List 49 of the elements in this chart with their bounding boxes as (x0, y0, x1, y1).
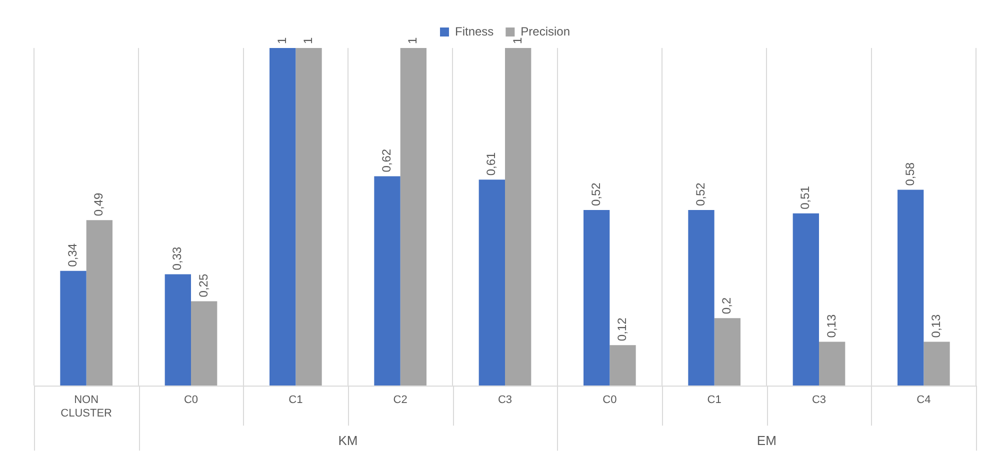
data-label: 0,52 (694, 182, 708, 206)
bar (191, 301, 218, 386)
bar (296, 48, 322, 386)
data-label: 1 (510, 37, 524, 44)
x-tick-label: C2 (393, 394, 408, 406)
data-label: 1 (406, 37, 420, 44)
x-tick-label: C4 (916, 394, 931, 406)
x-tick-label: C1 (288, 394, 303, 406)
x-tick-label: NON CLUSTER (60, 394, 112, 420)
bar (688, 210, 714, 386)
bar (505, 48, 532, 386)
data-label: 0,49 (92, 192, 106, 216)
text: EM (756, 433, 776, 448)
bar (819, 342, 846, 386)
bar (714, 318, 740, 386)
data-label: 0,51 (798, 186, 812, 210)
data-label: 0,33 (170, 246, 184, 270)
x-tick-label: C1 (707, 394, 722, 406)
bar (610, 345, 636, 386)
bar (60, 270, 86, 386)
bar (400, 48, 426, 386)
data-label: 0,25 (196, 274, 210, 298)
x-tick-label: C0 (184, 394, 198, 406)
data-label: 0,52 (588, 182, 603, 206)
data-label: 0,58 (902, 162, 917, 186)
x-tick-label: C3 (812, 394, 826, 406)
bar (898, 190, 924, 386)
data-label: 0,13 (824, 314, 838, 338)
bar (374, 176, 400, 386)
data-label: 0,13 (929, 314, 944, 338)
data-label: 0,61 (484, 152, 498, 176)
bar (86, 220, 112, 386)
data-label: 0,62 (380, 148, 394, 172)
bar (164, 274, 191, 386)
data-label: 0,34 (66, 243, 80, 267)
x-tick-label: C0 (602, 394, 617, 406)
bar (270, 48, 296, 386)
data-label: 0,12 (615, 317, 630, 342)
legend-label: Precision (520, 24, 570, 38)
text: KM (338, 433, 358, 448)
bar (584, 210, 610, 386)
bar (924, 342, 950, 386)
legend-label: Fitness (454, 24, 494, 38)
bar (478, 180, 505, 386)
data-label: 1 (274, 37, 289, 44)
bar (792, 213, 819, 386)
data-label: 1 (301, 37, 316, 44)
x-tick-label: C3 (498, 394, 512, 406)
data-label: 0,2 (720, 297, 734, 314)
